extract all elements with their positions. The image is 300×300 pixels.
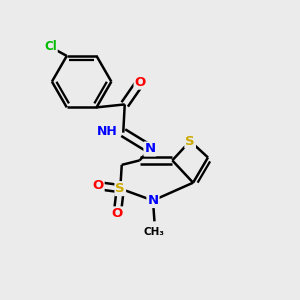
Text: O: O	[92, 179, 104, 192]
Text: N: N	[147, 194, 158, 207]
Text: S: S	[185, 135, 195, 148]
Text: NH: NH	[97, 125, 117, 138]
Text: O: O	[135, 76, 146, 88]
Text: O: O	[112, 207, 123, 220]
Text: CH₃: CH₃	[144, 227, 165, 237]
Text: Cl: Cl	[44, 40, 57, 53]
Text: S: S	[116, 182, 125, 195]
Text: N: N	[144, 142, 156, 155]
